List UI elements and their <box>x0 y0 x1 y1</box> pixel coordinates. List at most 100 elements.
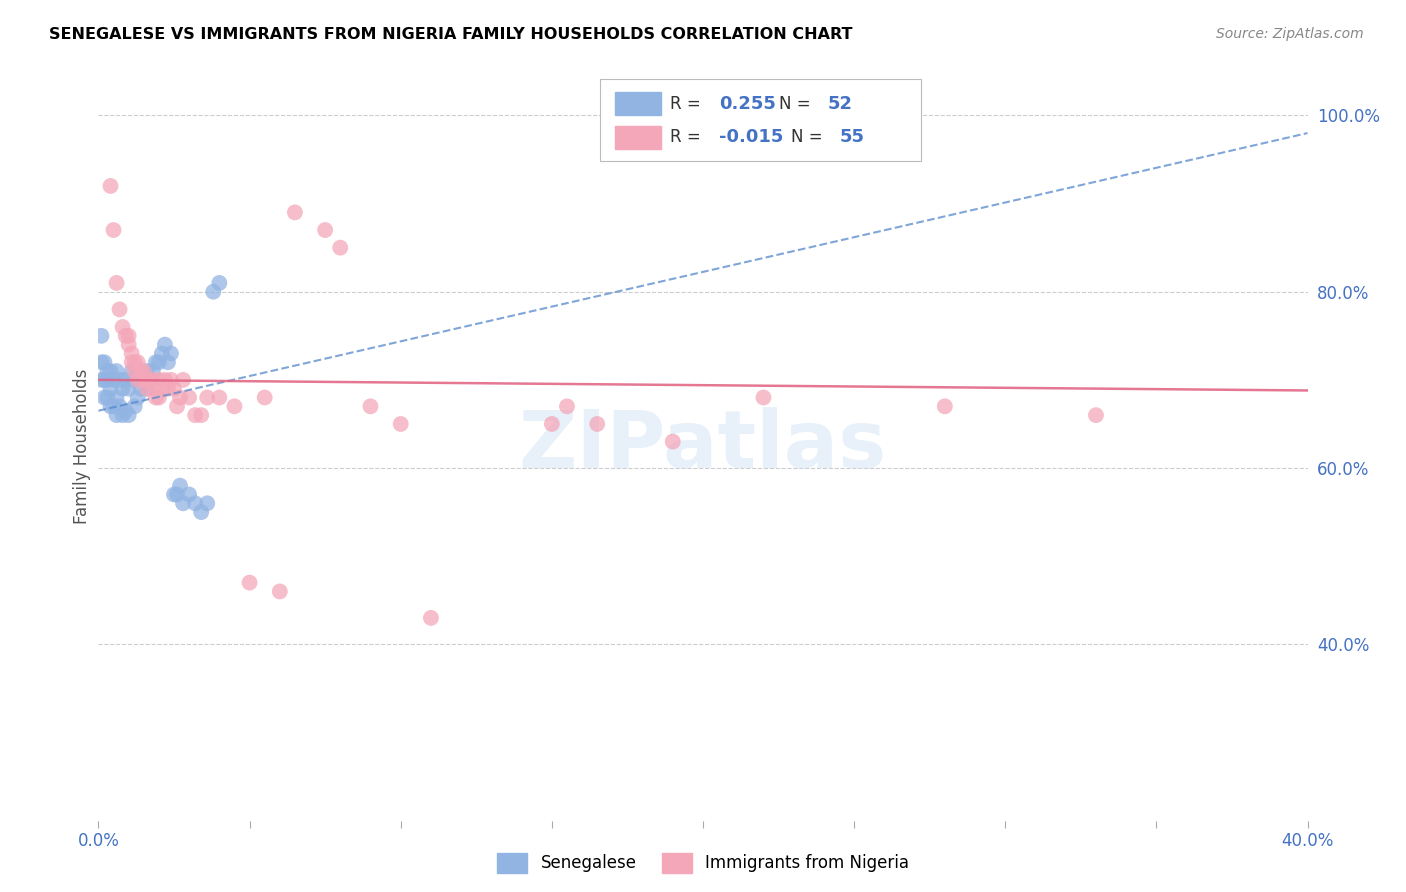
Point <box>132 364 155 378</box>
Point <box>156 355 179 369</box>
Point <box>195 496 218 510</box>
Point <box>100 178 122 193</box>
Point <box>105 391 128 405</box>
Point <box>269 584 291 599</box>
Text: R =: R = <box>671 128 706 146</box>
Text: Source: ZipAtlas.com: Source: ZipAtlas.com <box>1216 27 1364 41</box>
Point <box>96 373 118 387</box>
Text: -0.015: -0.015 <box>718 128 783 146</box>
Point <box>132 373 155 387</box>
Legend: Senegalese, Immigrants from Nigeria: Senegalese, Immigrants from Nigeria <box>491 847 915 880</box>
Point <box>111 382 134 396</box>
Point <box>166 400 188 414</box>
Point <box>172 496 194 510</box>
Point <box>105 364 128 378</box>
Point <box>93 391 115 405</box>
Point <box>135 373 157 387</box>
Point <box>90 373 112 387</box>
Point <box>124 400 146 414</box>
Text: R =: R = <box>671 95 706 112</box>
Point <box>153 373 176 387</box>
Point <box>195 391 218 405</box>
Point <box>118 408 141 422</box>
Point <box>160 346 183 360</box>
Point <box>389 417 412 431</box>
Point <box>114 403 136 417</box>
Point <box>114 328 136 343</box>
Point <box>135 382 157 396</box>
Point <box>239 575 262 590</box>
Point <box>284 205 307 219</box>
Point <box>934 400 956 414</box>
Point <box>139 373 162 387</box>
Text: 55: 55 <box>839 128 865 146</box>
Point <box>145 391 167 405</box>
Point <box>163 382 186 396</box>
Point <box>108 302 131 317</box>
Point <box>93 373 115 387</box>
Point <box>314 223 336 237</box>
Y-axis label: Family Households: Family Households <box>73 368 91 524</box>
Point <box>148 373 170 387</box>
Text: N =: N = <box>779 95 815 112</box>
Point <box>129 382 152 396</box>
Point <box>179 391 201 405</box>
Bar <box>614 126 661 149</box>
Point <box>555 400 578 414</box>
Point <box>540 417 562 431</box>
Point <box>121 364 143 378</box>
Point <box>103 223 125 237</box>
Point <box>224 400 246 414</box>
Point <box>172 373 194 387</box>
Point <box>108 400 131 414</box>
Point <box>100 364 122 378</box>
Point <box>124 355 146 369</box>
Point <box>145 355 167 369</box>
Point <box>184 496 207 510</box>
Point <box>103 373 125 387</box>
Point <box>208 276 231 290</box>
Point <box>163 487 186 501</box>
Point <box>127 391 149 405</box>
Point <box>148 355 170 369</box>
Point <box>124 373 146 387</box>
Text: ZIPatlas: ZIPatlas <box>519 407 887 485</box>
Point <box>127 373 149 387</box>
Point <box>179 487 201 501</box>
Text: 52: 52 <box>828 95 852 112</box>
Point <box>111 320 134 334</box>
Text: N =: N = <box>792 128 828 146</box>
Point <box>90 328 112 343</box>
Point <box>169 391 191 405</box>
Point <box>142 373 165 387</box>
Point <box>118 337 141 351</box>
FancyBboxPatch shape <box>600 78 921 161</box>
Point <box>135 364 157 378</box>
Point <box>202 285 225 299</box>
Point <box>142 382 165 396</box>
Point <box>420 611 443 625</box>
Point <box>752 391 775 405</box>
Text: 0.255: 0.255 <box>718 95 776 112</box>
Point <box>105 408 128 422</box>
Point <box>253 391 276 405</box>
Text: SENEGALESE VS IMMIGRANTS FROM NIGERIA FAMILY HOUSEHOLDS CORRELATION CHART: SENEGALESE VS IMMIGRANTS FROM NIGERIA FA… <box>49 27 852 42</box>
Point <box>103 400 125 414</box>
Point <box>150 382 173 396</box>
Point <box>100 382 122 396</box>
Point <box>121 355 143 369</box>
Point <box>661 434 683 449</box>
Point <box>90 355 112 369</box>
Point <box>150 346 173 360</box>
Point <box>127 355 149 369</box>
Point <box>184 408 207 422</box>
Point <box>124 364 146 378</box>
Point <box>96 364 118 378</box>
Point <box>118 382 141 396</box>
Point <box>1085 408 1108 422</box>
Point <box>360 400 382 414</box>
Point <box>96 391 118 405</box>
Point <box>190 408 212 422</box>
Point <box>118 328 141 343</box>
Point <box>586 417 609 431</box>
